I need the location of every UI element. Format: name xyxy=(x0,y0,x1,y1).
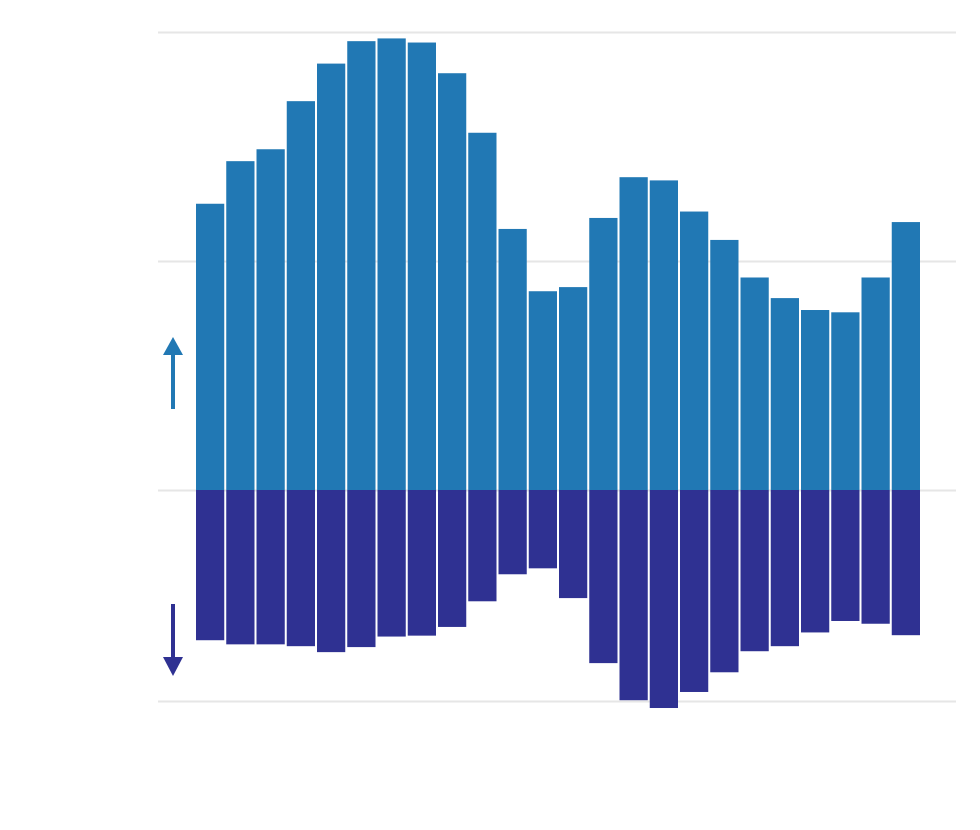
bar-up-8 xyxy=(407,42,436,490)
bar-up-16 xyxy=(649,180,678,490)
bar-up-21 xyxy=(801,310,830,490)
bar-up-17 xyxy=(680,211,709,491)
direction-indicators xyxy=(163,337,183,676)
down-arrow-icon xyxy=(163,657,183,676)
bar-up-24 xyxy=(891,222,920,490)
bar-down-18 xyxy=(710,490,739,673)
bar-down-10 xyxy=(468,490,497,602)
bar-up-18 xyxy=(710,239,739,490)
bar-down-5 xyxy=(317,490,346,653)
bar-up-20 xyxy=(770,298,799,490)
bar-down-14 xyxy=(589,490,618,664)
bar-up-9 xyxy=(438,73,467,490)
bar-down-19 xyxy=(740,490,769,652)
bar-down-22 xyxy=(831,490,860,621)
bar-up-23 xyxy=(861,277,890,490)
bar-down-8 xyxy=(407,490,436,636)
bar-up-5 xyxy=(317,63,346,490)
up-arrow-icon xyxy=(163,337,183,355)
bar-down-4 xyxy=(286,490,315,647)
bar-up-22 xyxy=(831,312,860,490)
bar-up-11 xyxy=(498,228,527,490)
bar-down-16 xyxy=(649,490,678,709)
bar-down-13 xyxy=(559,490,588,599)
bar-up-7 xyxy=(377,38,406,490)
bar-down-23 xyxy=(861,490,890,624)
bar-up-3 xyxy=(256,149,285,490)
bar-down-21 xyxy=(801,490,830,633)
bar-down-20 xyxy=(770,490,799,647)
bar-up-10 xyxy=(468,132,497,490)
bar-down-9 xyxy=(438,490,467,627)
bar-up-15 xyxy=(619,177,648,490)
bar-up-14 xyxy=(589,217,618,490)
bars xyxy=(196,38,920,709)
bar-down-2 xyxy=(226,490,255,645)
bar-up-19 xyxy=(740,277,769,490)
bar-up-6 xyxy=(347,41,376,490)
bar-up-12 xyxy=(528,291,557,490)
bar-down-24 xyxy=(891,490,920,636)
bar-down-17 xyxy=(680,490,709,692)
bar-down-3 xyxy=(256,490,285,645)
bar-down-11 xyxy=(498,490,527,575)
bar-up-1 xyxy=(196,203,225,490)
bar-down-12 xyxy=(528,490,557,569)
bar-down-7 xyxy=(377,490,406,637)
bar-down-1 xyxy=(196,490,225,641)
bar-down-6 xyxy=(347,490,376,648)
bar-up-4 xyxy=(286,101,315,490)
bar-up-2 xyxy=(226,161,255,490)
bar-up-13 xyxy=(559,287,588,490)
bar-down-15 xyxy=(619,490,648,701)
